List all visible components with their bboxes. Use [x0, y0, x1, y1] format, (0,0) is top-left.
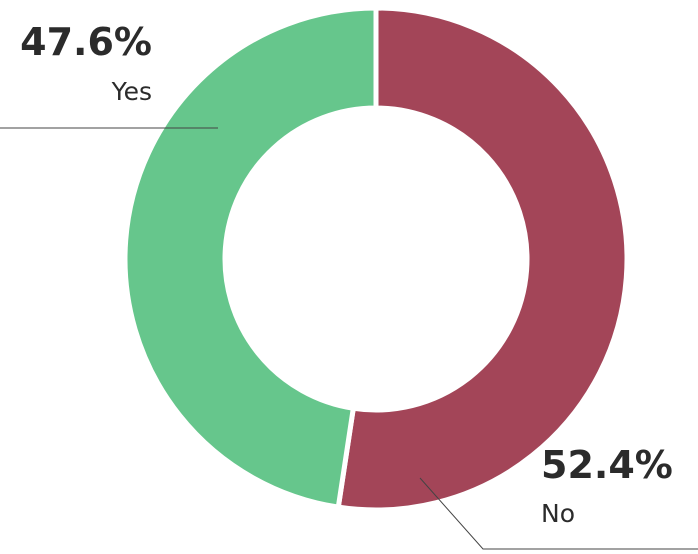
- donut-slice: [122, 5, 379, 511]
- donut-slice: [335, 5, 630, 513]
- value-label: 47.6%: [20, 20, 152, 64]
- category-label: Yes: [111, 77, 152, 106]
- leader-line: [419, 477, 698, 550]
- category-label: No: [541, 499, 575, 528]
- value-label: 52.4%: [541, 443, 673, 487]
